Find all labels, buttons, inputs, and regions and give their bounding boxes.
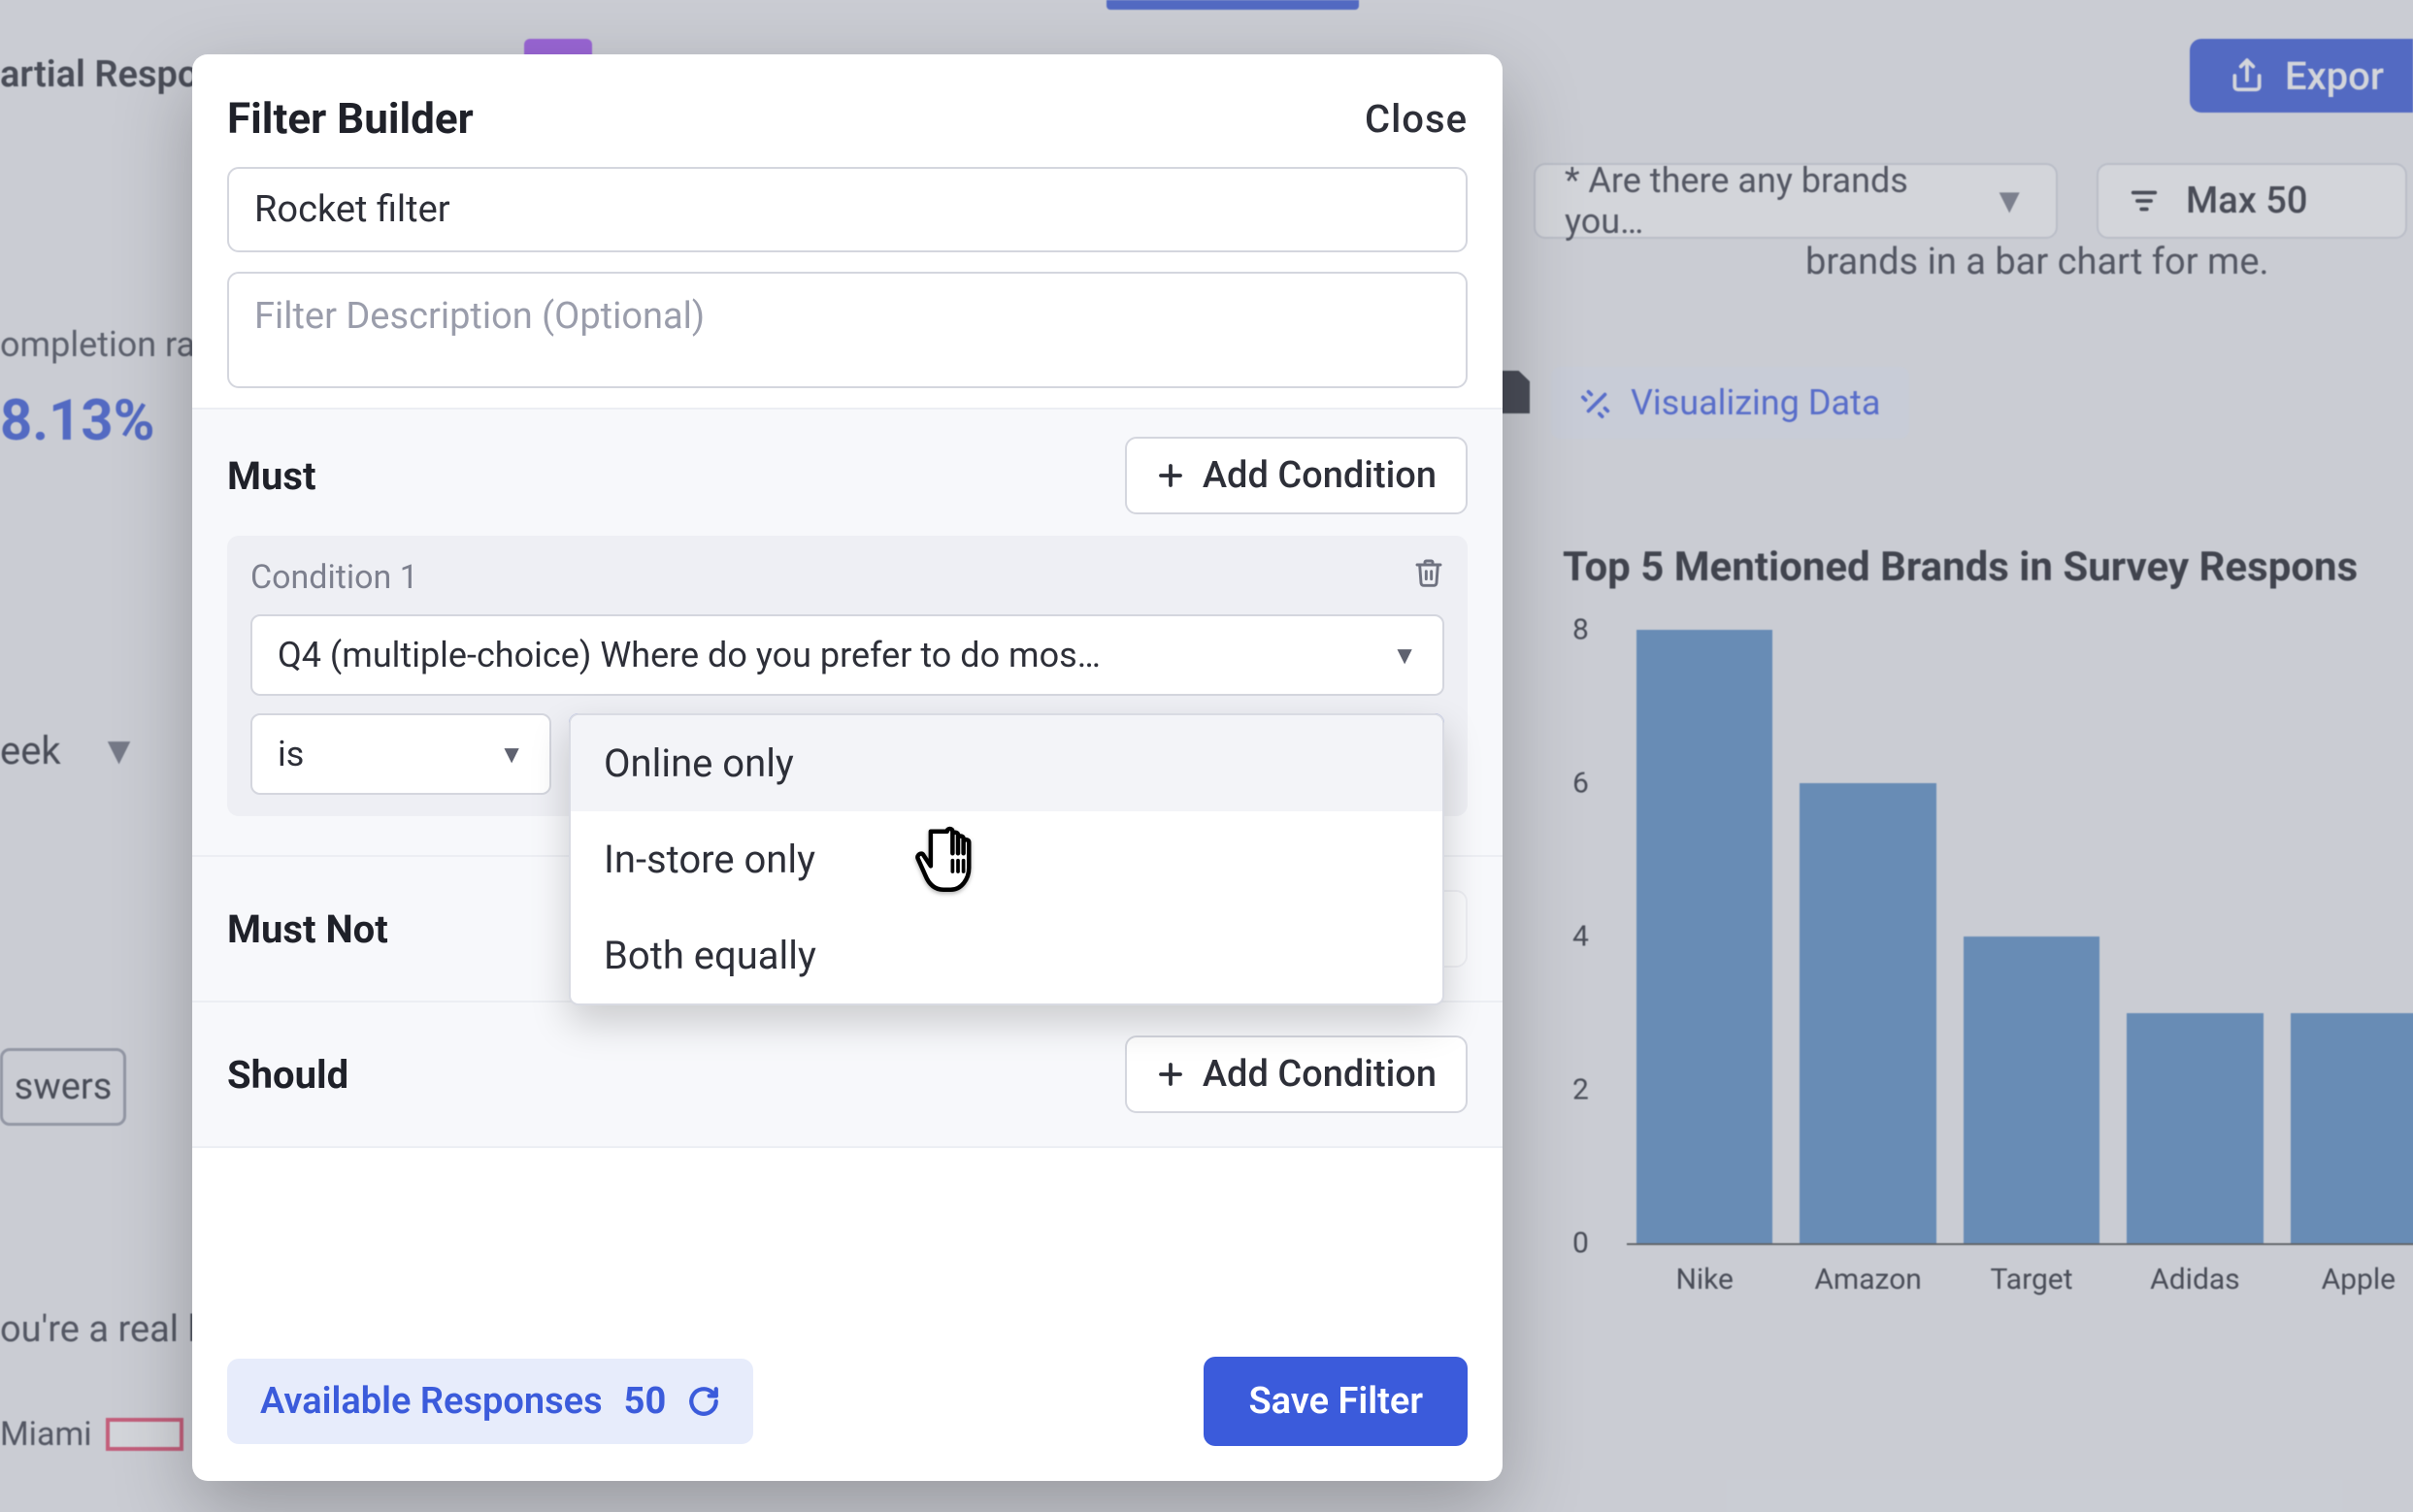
available-responses-badge: Available Responses 50	[227, 1359, 753, 1444]
condition-value-dropdown: Online only In-store only Both equally	[569, 713, 1444, 1005]
available-responses-label: Available Responses	[260, 1380, 603, 1423]
refresh-button[interactable]	[687, 1385, 720, 1418]
refresh-icon	[687, 1385, 720, 1418]
dropdown-option[interactable]: In-store only	[571, 811, 1442, 907]
plus-icon	[1156, 1060, 1185, 1089]
must-not-label: Must Not	[227, 906, 388, 952]
close-button[interactable]: Close	[1365, 96, 1468, 142]
filter-builder-modal: Filter Builder Close Must Add Condition …	[192, 54, 1503, 1481]
must-label: Must	[227, 453, 316, 499]
delete-condition-button[interactable]	[1413, 557, 1444, 597]
must-section: Must Add Condition Condition 1 Q4 (multi…	[192, 410, 1503, 855]
add-condition-label: Add Condition	[1203, 1053, 1437, 1096]
dropdown-option[interactable]: Both equally	[571, 907, 1442, 1003]
save-filter-button[interactable]: Save Filter	[1204, 1357, 1468, 1446]
plus-icon	[1156, 461, 1185, 490]
trash-icon	[1413, 557, 1444, 588]
add-condition-label: Add Condition	[1203, 454, 1437, 497]
add-condition-must-button[interactable]: Add Condition	[1125, 437, 1468, 514]
condition-card: Condition 1 Q4 (multiple-choice) Where d…	[227, 536, 1468, 816]
filter-name-input[interactable]	[227, 167, 1468, 252]
available-responses-count: 50	[624, 1380, 667, 1423]
should-section: Should Add Condition	[192, 1003, 1503, 1146]
condition-operator-select[interactable]: is ▼	[250, 713, 551, 795]
condition-question-value: Q4 (multiple-choice) Where do you prefer…	[278, 635, 1101, 675]
condition-operator-value: is	[278, 734, 304, 774]
should-label: Should	[227, 1052, 348, 1098]
filter-description-input[interactable]	[227, 272, 1468, 388]
chevron-down-icon: ▼	[499, 740, 524, 770]
modal-title: Filter Builder	[227, 93, 474, 144]
dropdown-option[interactable]: Online only	[571, 715, 1442, 811]
condition-value-select[interactable]: Online only In-store only Both equally	[569, 713, 1444, 795]
condition-number: Condition 1	[250, 558, 418, 597]
condition-question-select[interactable]: Q4 (multiple-choice) Where do you prefer…	[250, 614, 1444, 696]
chevron-down-icon: ▼	[1392, 641, 1417, 671]
add-condition-should-button[interactable]: Add Condition	[1125, 1035, 1468, 1113]
